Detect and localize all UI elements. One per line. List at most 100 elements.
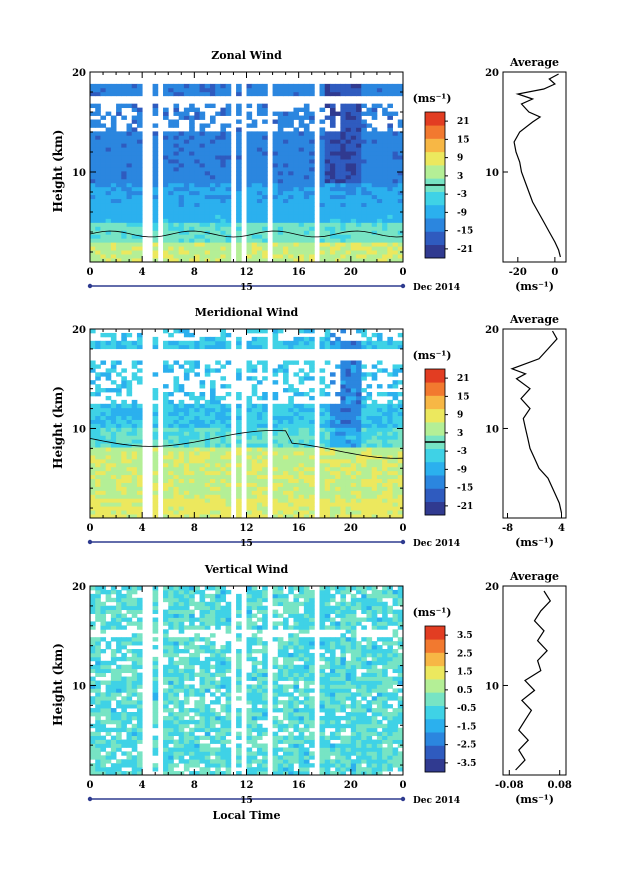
heatmap-cell (199, 380, 206, 385)
heatmap-cell (371, 254, 378, 259)
heatmap-cell (376, 490, 383, 495)
heatmap-cell (335, 155, 341, 160)
heatmap-cell (163, 178, 169, 184)
heatmap-cell (178, 443, 185, 448)
x-tick-label: 0 (400, 267, 407, 278)
heatmap-cell (262, 258, 268, 263)
heatmap-cell (136, 609, 143, 614)
heatmap-cell (95, 719, 101, 725)
heatmap-cell (236, 155, 242, 160)
heatmap-cell (319, 403, 326, 409)
heatmap-cell (246, 486, 253, 491)
heatmap-cell (105, 482, 112, 487)
heatmap-cell (283, 490, 289, 495)
heatmap-cell (126, 482, 133, 487)
heatmap-cell (100, 254, 107, 259)
heatmap-cell (288, 214, 294, 219)
heatmap-cell (194, 214, 200, 219)
heatmap-cell (189, 139, 195, 144)
heatmap-cell (95, 731, 101, 737)
heatmap-cell (121, 210, 127, 215)
heatmap-cell (168, 751, 174, 756)
heatmap-cell (100, 250, 107, 255)
heatmap-cell (272, 131, 279, 136)
heatmap-cell (220, 230, 227, 235)
heatmap-cell (100, 170, 107, 176)
heatmap-cell (173, 380, 180, 385)
heatmap-cell (397, 167, 404, 172)
heatmap-cell (178, 159, 185, 164)
heatmap-cell (116, 747, 122, 752)
heatmap-cell (131, 458, 138, 464)
heatmap-cell (173, 159, 180, 164)
heatmap-cell (376, 87, 383, 93)
heatmap-cell (163, 427, 169, 432)
heatmap-cell (194, 771, 200, 776)
heatmap-cell (105, 167, 112, 172)
heatmap-cell (152, 344, 159, 350)
heatmap-cell (298, 210, 305, 215)
heatmap-cell (225, 83, 232, 89)
heatmap-cell (256, 435, 263, 440)
heatmap-cell (392, 384, 399, 389)
heatmap-cell (387, 131, 393, 136)
heatmap-cell (303, 258, 310, 263)
heatmap-cell (105, 645, 112, 650)
heatmap-cell (121, 143, 127, 148)
heatmap-cell (329, 478, 336, 483)
heatmap-cell (90, 605, 96, 611)
heatmap-cell (246, 218, 253, 223)
heatmap-cell (251, 423, 258, 428)
heatmap-cell (90, 407, 96, 413)
heatmap-cell (178, 755, 185, 760)
heatmap-cell (152, 751, 159, 756)
heatmap-cell (121, 482, 127, 487)
heatmap-cell (131, 135, 138, 140)
heatmap-cell (246, 194, 253, 200)
heatmap-cell (136, 731, 143, 737)
heatmap-cell (194, 486, 200, 491)
heatmap-cell (356, 135, 362, 140)
heatmap-cell (277, 427, 284, 432)
heatmap-cell (178, 723, 185, 729)
heatmap-cell (256, 494, 263, 499)
heatmap-cell (324, 340, 331, 346)
heatmap-cell (335, 498, 341, 503)
heatmap-cell (366, 214, 373, 219)
heatmap-cell (95, 609, 101, 614)
heatmap-cell (303, 194, 310, 200)
heatmap-cell (131, 684, 138, 689)
heatmap-cell (194, 234, 200, 239)
heatmap-cell (110, 127, 117, 132)
heatmap-cell (110, 767, 117, 772)
heatmap-cell (376, 218, 383, 223)
heatmap-cell (199, 250, 206, 255)
heatmap-cell (324, 242, 331, 247)
heatmap-cell (178, 344, 185, 350)
heatmap-cell (329, 447, 336, 452)
heatmap-cell (105, 332, 112, 338)
heatmap-cell (95, 482, 101, 487)
heatmap-cell (110, 613, 117, 618)
heatmap-cell (397, 451, 404, 456)
heatmap-cell (225, 170, 232, 176)
heatmap-cell (110, 226, 117, 231)
heatmap-cell (173, 771, 180, 776)
colorbar-tick-label: 9 (457, 154, 463, 164)
heatmap-cell (110, 719, 117, 725)
heatmap-cell (356, 392, 362, 397)
heatmap-cell (163, 111, 169, 116)
heatmap-cell (392, 194, 399, 200)
heatmap-cell (335, 234, 341, 239)
heatmap-cell (194, 419, 200, 424)
heatmap-cell (387, 462, 393, 468)
heatmap-cell (173, 593, 180, 599)
heatmap-cell (262, 107, 268, 112)
heatmap-cell (324, 506, 331, 511)
heatmap-cell (116, 206, 122, 211)
heatmap-cell (340, 380, 347, 385)
heatmap-cell (204, 103, 211, 109)
heatmap-cell (105, 376, 112, 381)
heatmap-cell (204, 447, 211, 452)
heatmap-cell (136, 431, 143, 436)
